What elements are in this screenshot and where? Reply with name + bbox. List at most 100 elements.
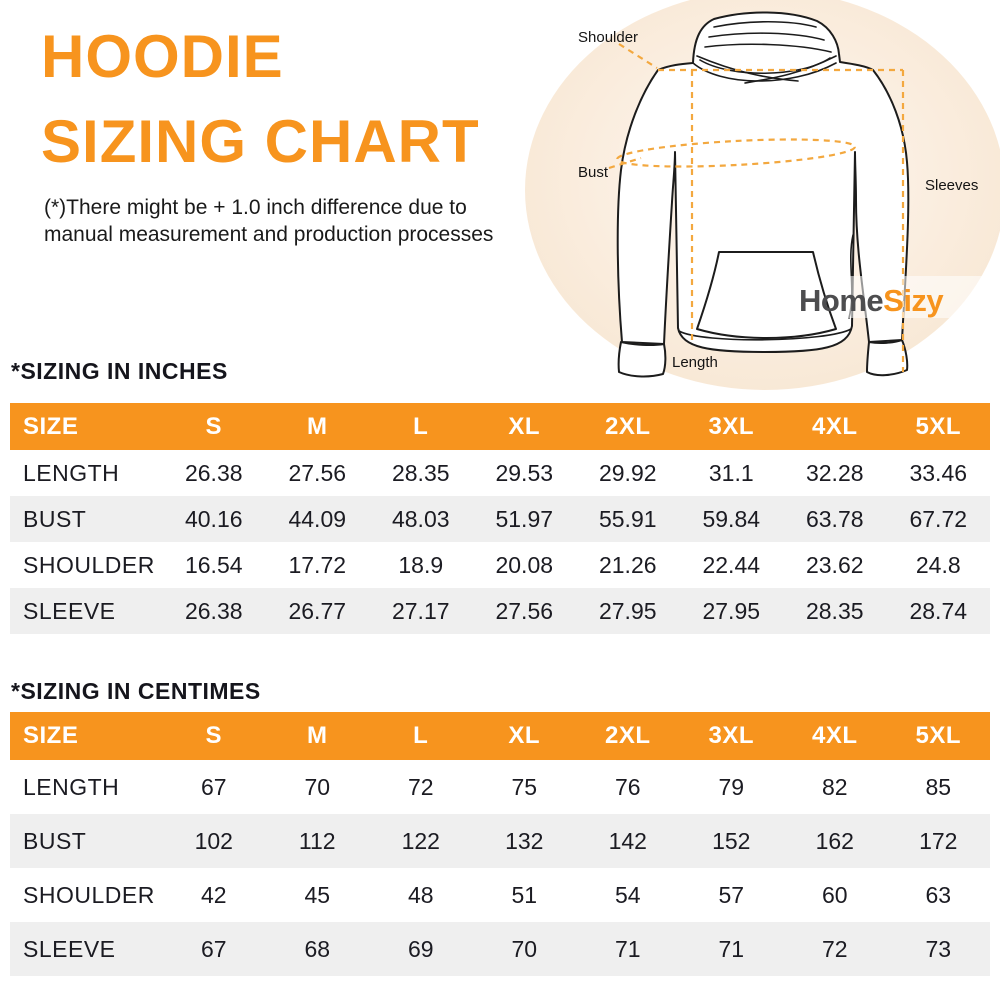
size-value-cell: 18.9 — [398, 551, 444, 578]
row-label: SLEEVE — [23, 935, 116, 962]
measurement-guides — [608, 43, 905, 372]
column-header-s: S — [162, 403, 266, 450]
size-value-cell: 67.72 — [909, 505, 968, 532]
size-value-cell: 27.95 — [702, 597, 761, 624]
row-label: BUST — [23, 505, 87, 532]
size-value-cell: 51.97 — [495, 505, 554, 532]
size-value-cell: 57 — [718, 881, 745, 908]
size-value-cell: 152 — [712, 827, 751, 854]
table-row-bust: BUST 40.16 44.09 48.03 51.97 55.91 59.84 63.78 6… — [10, 496, 990, 542]
size-value-cell: 31.1 — [708, 459, 754, 486]
inches-section-heading: *SIZING IN INCHES — [11, 358, 228, 384]
size-value-cell: 71 — [718, 935, 745, 962]
sizing-table-inches: SIZE S M L XL 2XL 3XL 4XL 5XL LENGTH 26.38 27.56 28… — [10, 403, 990, 634]
column-header-4xl: 4XL — [783, 403, 887, 450]
size-value-cell: 45 — [304, 881, 331, 908]
column-header-l: L — [369, 712, 473, 760]
row-label: SHOULDER — [23, 551, 155, 578]
shoulder-label: Shoulder — [578, 29, 638, 46]
size-value-cell: 71 — [614, 935, 641, 962]
size-value-cell: 55.91 — [598, 505, 657, 532]
logo-backdrop — [846, 276, 1000, 318]
size-value-cell: 112 — [298, 827, 336, 854]
size-value-cell: 54 — [614, 881, 641, 908]
size-value-cell: 28.35 — [391, 459, 450, 486]
column-header-3xl: 3XL — [679, 403, 783, 450]
size-value-cell: 29.53 — [495, 459, 554, 486]
table-header-row: SIZE S M L XL 2XL 3XL 4XL 5XL — [10, 712, 990, 760]
size-value-cell: 70 — [304, 773, 331, 800]
logo-part-sizy: Sizy — [883, 283, 944, 318]
size-value-cell: 59.84 — [702, 505, 761, 532]
size-value-cell: 172 — [919, 827, 958, 854]
size-value-cell: 51 — [511, 881, 538, 908]
row-label: SHOULDER — [23, 881, 155, 908]
shoulder-connector-line — [618, 43, 658, 69]
size-value-cell: 67 — [200, 773, 227, 800]
size-value-cell: 76 — [614, 773, 641, 800]
size-value-cell: 69 — [407, 935, 434, 962]
size-value-cell: 33.46 — [909, 459, 968, 486]
size-value-cell: 63 — [925, 881, 952, 908]
size-value-cell: 63.78 — [805, 505, 864, 532]
row-label: LENGTH — [23, 773, 120, 800]
size-value-cell: 73 — [925, 935, 952, 962]
row-label: BUST — [23, 827, 87, 854]
column-header-m: M — [265, 712, 369, 760]
size-value-cell: 26.38 — [184, 459, 243, 486]
size-value-cell: 67 — [200, 935, 227, 962]
column-header-m: M — [265, 403, 369, 450]
size-value-cell: 132 — [505, 827, 544, 854]
centimeters-section-heading: *SIZING IN CENTIMES — [11, 678, 261, 704]
size-value-cell: 17.72 — [288, 551, 347, 578]
table-row-length: LENGTH 26.38 27.56 28.35 29.53 29.92 31.1 32.28… — [10, 450, 990, 496]
size-value-cell: 26.38 — [184, 597, 243, 624]
size-value-cell: 79 — [718, 773, 745, 800]
bust-guide-ellipse — [616, 138, 856, 168]
size-value-cell: 60 — [821, 881, 848, 908]
size-value-cell: 85 — [925, 773, 952, 800]
size-value-cell: 32.28 — [805, 459, 864, 486]
size-value-cell: 48.03 — [391, 505, 450, 532]
column-header-2xl: 2XL — [576, 712, 680, 760]
column-header-xl: XL — [472, 403, 576, 450]
page-title-line1: HOODIE — [41, 23, 284, 90]
size-value-cell: 70 — [511, 935, 538, 962]
size-value-cell: 40.16 — [184, 505, 243, 532]
size-value-cell: 75 — [511, 773, 538, 800]
size-value-cell: 162 — [815, 827, 854, 854]
disclaimer-note: (*)There might be + 1.0 inch difference … — [44, 194, 493, 248]
size-value-cell: 27.56 — [288, 459, 347, 486]
column-header-2xl: 2XL — [576, 403, 680, 450]
hoodie-outline — [616, 11, 910, 378]
size-value-cell: 23.62 — [805, 551, 864, 578]
sizing-table-centimeters: SIZE S M L XL 2XL 3XL 4XL 5XL LENGTH 67 70 72 75 76 79… — [10, 712, 990, 976]
size-value-cell: 142 — [608, 827, 647, 854]
sleeves-label: Sleeves — [925, 177, 978, 194]
column-header-l: L — [369, 403, 473, 450]
size-value-cell: 44.09 — [288, 505, 347, 532]
size-value-cell: 68 — [304, 935, 331, 962]
row-label: SLEEVE — [23, 597, 116, 624]
size-value-cell: 29.92 — [598, 459, 657, 486]
column-header-size: SIZE — [10, 712, 162, 760]
size-value-cell: 72 — [821, 935, 848, 962]
logo-part-home: Home — [799, 283, 883, 318]
size-value-cell: 20.08 — [495, 551, 554, 578]
size-value-cell: 42 — [200, 881, 227, 908]
table-row-length: LENGTH 67 70 72 75 76 79 82 85 — [10, 760, 990, 814]
table-header-row: SIZE S M L XL 2XL 3XL 4XL 5XL — [10, 403, 990, 450]
page-title: HOODIE SIZING CHART — [41, 14, 480, 184]
bust-connector-line — [608, 156, 642, 170]
column-header-size: SIZE — [10, 403, 162, 450]
size-value-cell: 28.35 — [805, 597, 864, 624]
size-value-cell: 27.95 — [598, 597, 657, 624]
hoodie-diagram: Shoulder Bust Sleeves Length HomeSizy — [525, 0, 1000, 390]
size-value-cell: 16.54 — [184, 551, 243, 578]
size-value-cell: 48 — [407, 881, 434, 908]
table-row-bust: BUST 102 112 122 132 142 152 162 172 — [10, 814, 990, 868]
table-row-sleeve: SLEEVE 67 68 69 70 71 71 72 73 — [10, 922, 990, 976]
length-label: Length — [672, 354, 718, 371]
homesizy-logo: HomeSizy — [799, 283, 944, 318]
